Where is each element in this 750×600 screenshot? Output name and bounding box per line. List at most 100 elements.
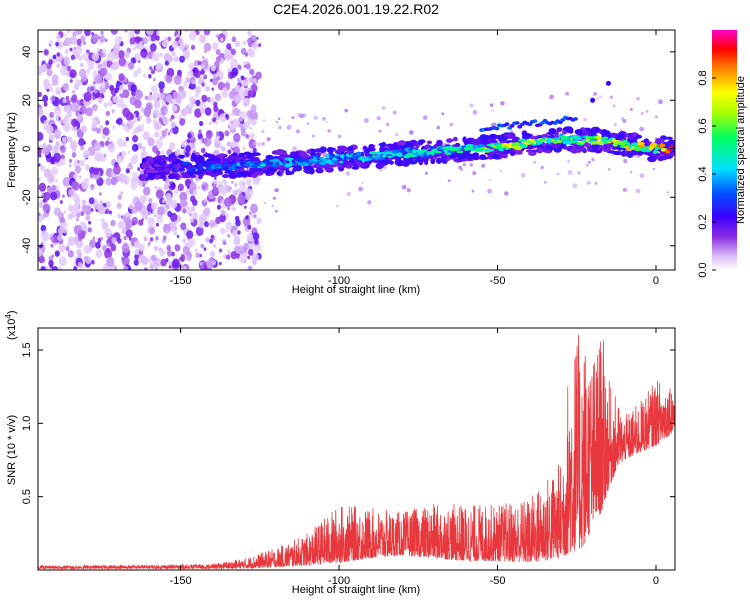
noise-blob <box>38 249 43 257</box>
noise-blob <box>129 237 132 241</box>
noise-blob <box>91 33 99 43</box>
noise-blob <box>199 34 206 43</box>
noise-blob <box>151 84 158 93</box>
noise-blob <box>59 145 67 154</box>
noise-blob <box>56 34 61 40</box>
noise-blob <box>152 118 158 125</box>
noise-blob <box>38 163 41 167</box>
isolated-blob <box>590 97 596 103</box>
noise-speck <box>591 157 595 162</box>
noise-blob <box>149 264 154 270</box>
noise-blob <box>125 168 130 174</box>
noise-blob <box>172 91 179 99</box>
noise-blob <box>199 101 206 111</box>
noise-blob <box>46 144 53 152</box>
noise-speck <box>385 122 390 127</box>
ridge-halo <box>380 142 386 148</box>
noise-blob <box>200 69 205 75</box>
noise-speck <box>381 106 386 110</box>
noise-blob <box>156 30 161 36</box>
branch-blob <box>509 124 515 128</box>
noise-blob <box>108 210 113 215</box>
noise-blob <box>215 34 219 38</box>
chart-title: C2E4.2026.001.19.22.R02 <box>273 1 439 17</box>
noise-blob <box>133 240 141 249</box>
noise-blob <box>90 259 95 265</box>
noise-blob <box>69 69 77 79</box>
noise-blob <box>203 208 210 216</box>
noise-speck <box>238 123 244 128</box>
ridge-blob <box>375 151 382 155</box>
noise-blob <box>201 184 206 190</box>
noise-blob <box>131 143 139 152</box>
noise-blob <box>142 48 147 53</box>
noise-blob <box>152 210 155 214</box>
noise-blob <box>40 266 46 270</box>
noise-blob <box>187 133 192 139</box>
noise-blob <box>245 133 250 139</box>
noise-blob <box>253 214 257 219</box>
noise-blob <box>164 99 168 103</box>
noise-speck <box>585 163 589 167</box>
noise-blob <box>251 41 258 50</box>
noise-blob <box>179 199 187 208</box>
noise-blob <box>67 250 74 258</box>
noise-blob <box>136 125 141 132</box>
ridge-blob <box>421 149 428 152</box>
noise-blob <box>234 108 241 117</box>
noise-blob <box>255 71 262 80</box>
ridge-halo <box>426 140 432 145</box>
noise-blob <box>213 244 217 248</box>
noise-blob <box>237 80 241 84</box>
noise-blob <box>249 68 255 76</box>
noise-blob <box>56 163 61 167</box>
noise-blob <box>164 36 168 42</box>
ridge-blob <box>260 163 266 167</box>
noise-speck <box>658 99 663 105</box>
noise-blob <box>46 88 50 92</box>
ridge-halo <box>147 171 156 179</box>
noise-speck <box>540 165 544 170</box>
branch-blob <box>557 120 563 125</box>
noise-blob <box>73 46 77 51</box>
noise-blob <box>50 236 54 241</box>
noise-blob <box>73 208 79 215</box>
noise-blob <box>83 230 87 235</box>
noise-blob <box>78 236 83 242</box>
noise-blob <box>248 211 252 215</box>
noise-speck <box>306 122 310 126</box>
noise-speck <box>583 117 587 122</box>
noise-blob <box>42 94 49 103</box>
noise-blob <box>116 138 125 148</box>
noise-blob <box>218 185 226 195</box>
noise-blob <box>186 230 194 239</box>
ridge-halo <box>478 156 489 160</box>
noise-blob <box>205 85 210 92</box>
noise-blob <box>156 97 160 102</box>
noise-speck <box>337 134 342 139</box>
noise-blob <box>195 226 204 237</box>
ridge-halo <box>276 171 281 176</box>
noise-blob <box>75 238 84 249</box>
noise-blob <box>199 108 205 114</box>
noise-blob <box>198 30 203 33</box>
noise-speck <box>325 120 328 123</box>
ridge-halo <box>446 138 454 143</box>
noise-blob <box>114 87 119 93</box>
noise-blob <box>248 41 253 48</box>
noise-blob <box>134 99 142 109</box>
noise-blob <box>141 256 149 266</box>
noise-blob <box>51 96 56 102</box>
ridge-halo <box>488 139 498 144</box>
noise-blob <box>159 135 163 141</box>
noise-blob <box>122 175 130 185</box>
noise-blob <box>209 238 214 244</box>
noise-speck <box>364 118 369 123</box>
noise-blob <box>74 165 82 174</box>
noise-blob <box>250 104 257 113</box>
branch-blob <box>573 117 578 121</box>
ridge-blob <box>472 144 479 149</box>
ridge-halo <box>657 157 664 162</box>
spectrogram-frame <box>37 29 676 271</box>
